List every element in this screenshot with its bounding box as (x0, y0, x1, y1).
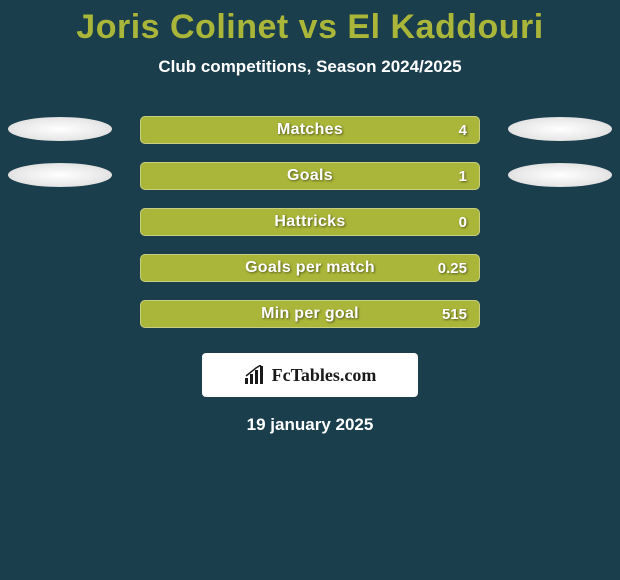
stat-row-goals-per-match: Goals per match 0.25 (0, 245, 620, 291)
stat-value: 4 (459, 122, 467, 139)
stat-bar: Min per goal 515 (140, 300, 480, 328)
stat-bar: Hattricks 0 (140, 208, 480, 236)
branding-text: FcTables.com (272, 365, 377, 386)
ellipse-decoration (508, 117, 612, 141)
stat-row-matches: Matches 4 (0, 107, 620, 153)
stat-bar: Goals 1 (140, 162, 480, 190)
stat-row-hattricks: Hattricks 0 (0, 199, 620, 245)
page-title: Joris Colinet vs El Kaddouri (0, 8, 620, 47)
stat-value: 1 (459, 168, 467, 185)
stat-label: Matches (277, 121, 343, 139)
ellipse-decoration (8, 117, 112, 141)
stat-value: 0 (459, 214, 467, 231)
stat-row-min-per-goal: Min per goal 515 (0, 291, 620, 337)
branding-card: FcTables.com (202, 353, 418, 397)
date-text: 19 january 2025 (0, 415, 620, 435)
stat-label: Goals (287, 167, 333, 185)
ellipse-decoration (508, 163, 612, 187)
stat-bar: Goals per match 0.25 (140, 254, 480, 282)
infographic-container: Joris Colinet vs El Kaddouri Club compet… (0, 0, 620, 580)
stat-value: 0.25 (438, 260, 467, 277)
stat-bar: Matches 4 (140, 116, 480, 144)
subtitle: Club competitions, Season 2024/2025 (0, 57, 620, 77)
stats-section: Matches 4 Goals 1 Hattricks 0 Goals per … (0, 107, 620, 337)
stat-label: Goals per match (245, 259, 375, 277)
stat-label: Min per goal (261, 305, 359, 323)
chart-icon (244, 365, 266, 385)
stat-row-goals: Goals 1 (0, 153, 620, 199)
stat-label: Hattricks (274, 213, 345, 231)
stat-value: 515 (442, 306, 467, 323)
ellipse-decoration (8, 163, 112, 187)
